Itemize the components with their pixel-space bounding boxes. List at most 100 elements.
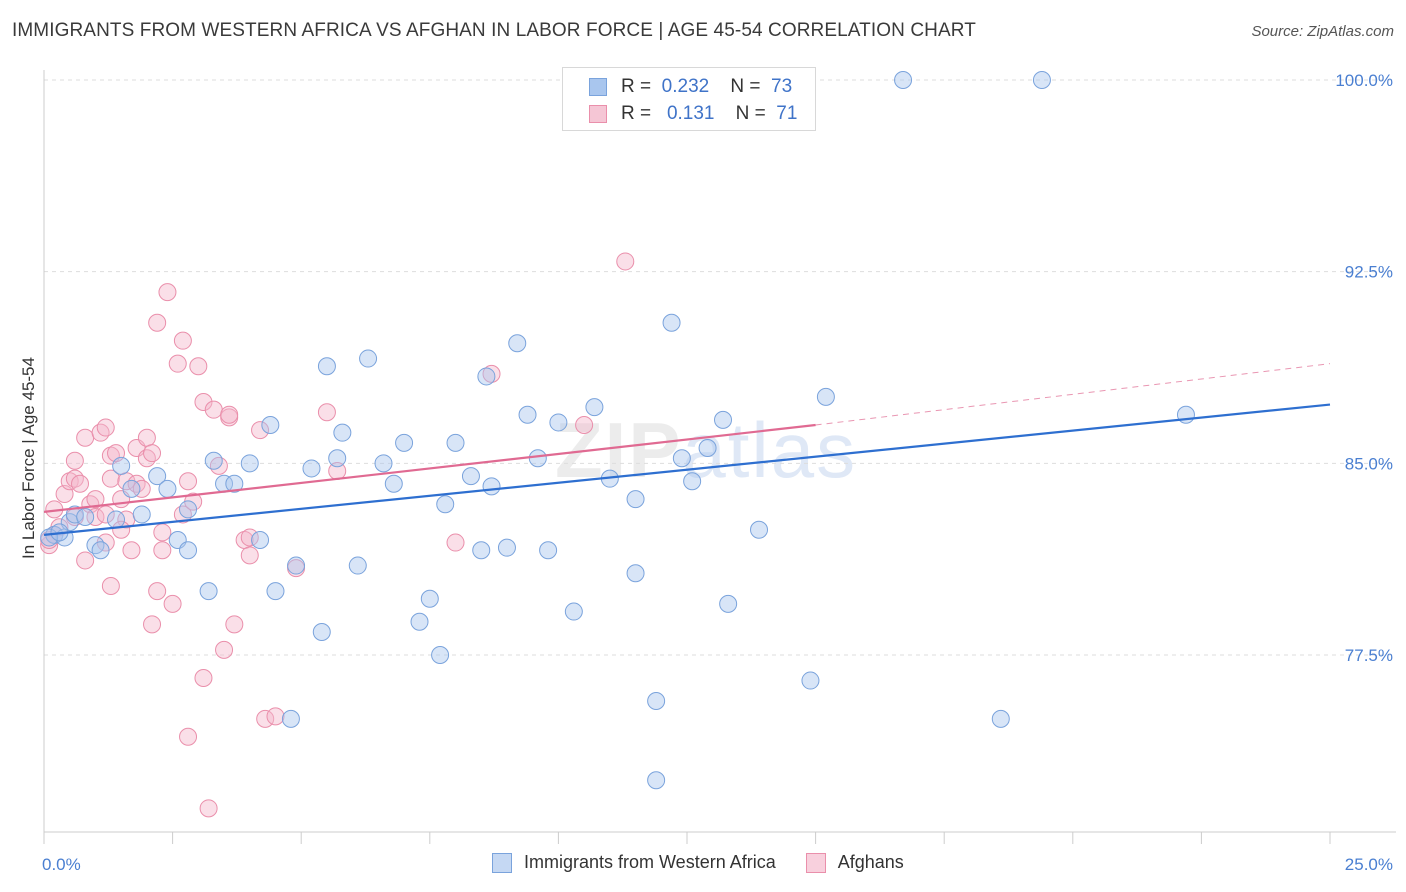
data-point-western-africa	[477, 367, 496, 386]
data-point-afghans	[251, 421, 270, 440]
data-point-western-africa	[359, 349, 378, 368]
data-point-western-africa	[647, 771, 666, 790]
y-tick-label: 92.5%	[1345, 263, 1393, 282]
y-axis-title: In Labor Force | Age 45-54	[19, 357, 38, 559]
data-point-afghans	[616, 252, 635, 271]
watermark-zip: ZIP	[555, 406, 683, 494]
data-point-western-africa	[672, 449, 691, 468]
data-point-afghans	[215, 640, 234, 659]
data-point-western-africa	[461, 467, 480, 486]
legend-swatch-pink	[589, 105, 607, 123]
data-point-western-africa	[750, 520, 769, 539]
data-point-afghans	[199, 799, 218, 818]
axes	[43, 70, 1396, 844]
data-point-western-africa	[801, 671, 820, 690]
data-point-afghans	[60, 472, 79, 491]
data-point-afghans	[240, 528, 259, 547]
data-point-western-africa	[312, 623, 331, 641]
data-point-afghans	[122, 541, 141, 560]
data-point-western-africa	[122, 479, 141, 498]
data-point-afghans	[194, 393, 213, 411]
data-point-western-africa	[384, 474, 403, 493]
data-point-western-africa	[199, 582, 218, 601]
bottom-legend-western-africa: Immigrants from Western Africa	[492, 852, 776, 873]
legend-r-label: R =	[621, 103, 652, 124]
data-point-afghans	[91, 423, 110, 442]
data-point-afghans	[148, 313, 167, 332]
data-point-western-africa	[333, 423, 352, 442]
series-afghans	[40, 252, 635, 818]
data-point-western-africa	[991, 709, 1010, 728]
data-point-western-africa	[348, 556, 367, 575]
data-point-afghans	[173, 331, 192, 350]
data-point-afghans	[137, 428, 156, 447]
data-point-western-africa	[436, 495, 455, 514]
data-point-afghans	[96, 418, 115, 437]
watermark: ZIPatlas	[555, 405, 857, 496]
legend-swatch-blue	[589, 78, 607, 96]
trend-line-western-africa	[43, 403, 1331, 536]
data-point-afghans	[220, 405, 239, 424]
tick-labels: 77.5% 85.0% 92.5% 100.0% 0.0% 25.0%	[42, 71, 1393, 874]
data-point-western-africa	[302, 459, 321, 478]
data-point-western-africa	[328, 449, 347, 468]
data-point-afghans	[163, 594, 182, 613]
y-tick-label: 100.0%	[1335, 71, 1393, 90]
data-point-western-africa	[107, 510, 126, 529]
data-point-western-africa	[261, 416, 280, 434]
data-point-western-africa	[395, 433, 414, 452]
data-point-afghans	[266, 707, 285, 726]
data-point-afghans	[179, 472, 198, 491]
data-point-western-africa	[482, 477, 501, 496]
data-point-western-africa	[1032, 71, 1051, 89]
trend-line-afghans	[43, 423, 816, 513]
legend-n-label: N =	[735, 103, 766, 124]
legend-n-value: 73	[771, 76, 793, 97]
data-point-western-africa	[251, 531, 270, 549]
bottom-legend-swatch-pink	[805, 852, 826, 873]
legend-r-label: R =	[621, 76, 652, 97]
data-point-afghans	[143, 615, 162, 634]
data-point-western-africa	[76, 508, 95, 526]
trend-lines	[43, 363, 1331, 536]
data-point-western-africa	[719, 594, 738, 613]
series-western-africa	[40, 71, 1195, 790]
data-point-western-africa	[662, 313, 681, 332]
data-point-western-africa	[240, 454, 259, 473]
data-point-western-africa	[549, 413, 568, 432]
data-point-afghans	[209, 456, 228, 475]
x-tick-label: 0.0%	[42, 855, 81, 874]
data-point-western-africa	[132, 505, 151, 524]
data-point-afghans	[71, 474, 90, 493]
data-point-western-africa	[714, 410, 733, 429]
legend-n-value: 71	[776, 103, 798, 124]
data-point-afghans	[446, 533, 465, 552]
data-point-western-africa	[65, 505, 84, 524]
data-point-western-africa	[179, 500, 198, 519]
data-point-afghans	[127, 474, 146, 493]
data-point-afghans	[179, 727, 198, 746]
data-point-western-africa	[894, 71, 913, 89]
data-point-afghans	[189, 357, 208, 376]
data-point-afghans	[86, 508, 105, 526]
data-point-afghans	[76, 551, 95, 570]
data-point-afghans	[137, 449, 156, 468]
legend: R = 0.232 N = 73 R = 0.131 N = 71	[562, 67, 816, 131]
data-point-afghans	[40, 536, 59, 555]
data-point-western-africa	[683, 472, 702, 491]
data-point-afghans	[575, 416, 594, 434]
bottom-legend: Immigrants from Western Africa Afghans	[492, 852, 934, 873]
legend-row-afghans: R = 0.131 N = 71	[589, 102, 797, 126]
data-point-western-africa	[204, 451, 223, 470]
data-point-western-africa	[86, 536, 105, 555]
y-tick-label: 77.5%	[1345, 646, 1393, 665]
data-point-afghans	[225, 615, 244, 634]
data-point-afghans	[143, 444, 162, 463]
data-point-western-africa	[564, 602, 583, 621]
data-point-western-africa	[431, 646, 450, 664]
data-point-afghans	[317, 403, 336, 422]
data-point-afghans	[204, 400, 223, 419]
data-point-afghans	[256, 709, 275, 728]
data-point-western-africa	[91, 541, 110, 560]
data-point-afghans	[482, 364, 501, 383]
